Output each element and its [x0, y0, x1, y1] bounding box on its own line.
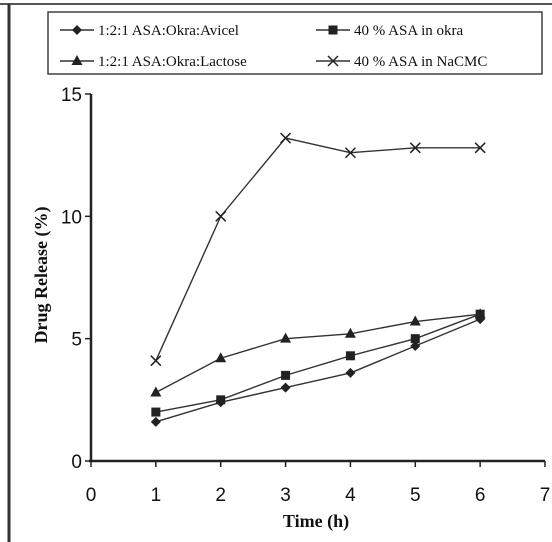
legend-item-3: 40 % ASA in NaCMC — [316, 54, 487, 70]
series-3 — [150, 132, 486, 367]
legend-label-1: 40 % ASA in okra — [354, 23, 464, 39]
series-line-3 — [155, 137, 481, 361]
y-axis-title: Drug Release (%) — [31, 207, 52, 344]
legend-box — [47, 11, 543, 75]
series-0-point-2 — [280, 382, 291, 393]
series-3-point-1 — [215, 210, 227, 222]
legend-marker-0 — [72, 25, 82, 35]
series-3-point-5 — [474, 142, 486, 154]
series-1-point-0 — [151, 407, 161, 417]
y-tick-label-0: 0 — [71, 452, 82, 473]
series-3-point-0 — [150, 355, 162, 367]
series-2-point-4 — [409, 315, 421, 326]
series-0-point-3 — [345, 367, 356, 378]
series-3-point-3 — [344, 147, 356, 159]
series-0-point-0 — [150, 416, 161, 427]
series-1 — [151, 309, 485, 417]
series-line-1 — [155, 313, 481, 413]
legend-label-3: 40 % ASA in NaCMC — [354, 54, 487, 70]
series-line-0 — [155, 318, 481, 423]
series-2 — [150, 308, 486, 397]
legend-marker-3 — [327, 55, 339, 67]
series-1-point-3 — [345, 351, 355, 361]
x-tick-label-3: 3 — [280, 485, 291, 506]
series-2-point-0 — [150, 386, 162, 397]
legend-marker-2 — [71, 55, 83, 65]
x-tick-label-5: 5 — [410, 485, 421, 506]
series-1-point-2 — [281, 370, 291, 380]
series-line-2 — [155, 313, 481, 394]
series-1-point-1 — [216, 395, 226, 405]
x-tick-label-0: 0 — [86, 485, 97, 506]
legend-marker-1 — [328, 25, 338, 35]
legend-item-1: 40 % ASA in okra — [316, 23, 464, 39]
y-tick-label-1: 5 — [71, 330, 82, 351]
legend-label-2: 1:2:1 ASA:Okra:Lactose — [98, 54, 247, 70]
x-tick-label-4: 4 — [345, 485, 356, 506]
series-2-point-2 — [280, 332, 292, 343]
x-axis-title: Time (h) — [283, 511, 349, 532]
series-2-point-3 — [344, 327, 356, 338]
legend: 1:2:1 ASA:Okra:Avicel 40 % ASA in okra 1:2… — [47, 11, 543, 75]
legend-item-0: 1:2:1 ASA:Okra:Avicel — [60, 23, 239, 39]
series-3-point-2 — [280, 132, 292, 144]
x-tick-label-2: 2 — [215, 485, 226, 506]
y-tick-label-3: 15 — [61, 85, 82, 106]
legend-label-0: 1:2:1 ASA:Okra:Avicel — [98, 23, 239, 39]
legend-item-2: 1:2:1 ASA:Okra:Lactose — [60, 54, 247, 70]
series-2-point-1 — [215, 352, 227, 363]
series-0-point-4 — [410, 341, 421, 352]
series-2-point-5 — [474, 308, 486, 319]
x-tick-label-6: 6 — [475, 485, 486, 506]
x-tick-label-7: 7 — [540, 485, 551, 506]
series-3-point-4 — [409, 142, 421, 154]
series-1-point-4 — [410, 334, 420, 344]
y-tick-label-2: 10 — [61, 207, 82, 228]
x-tick-label-1: 1 — [151, 485, 162, 506]
